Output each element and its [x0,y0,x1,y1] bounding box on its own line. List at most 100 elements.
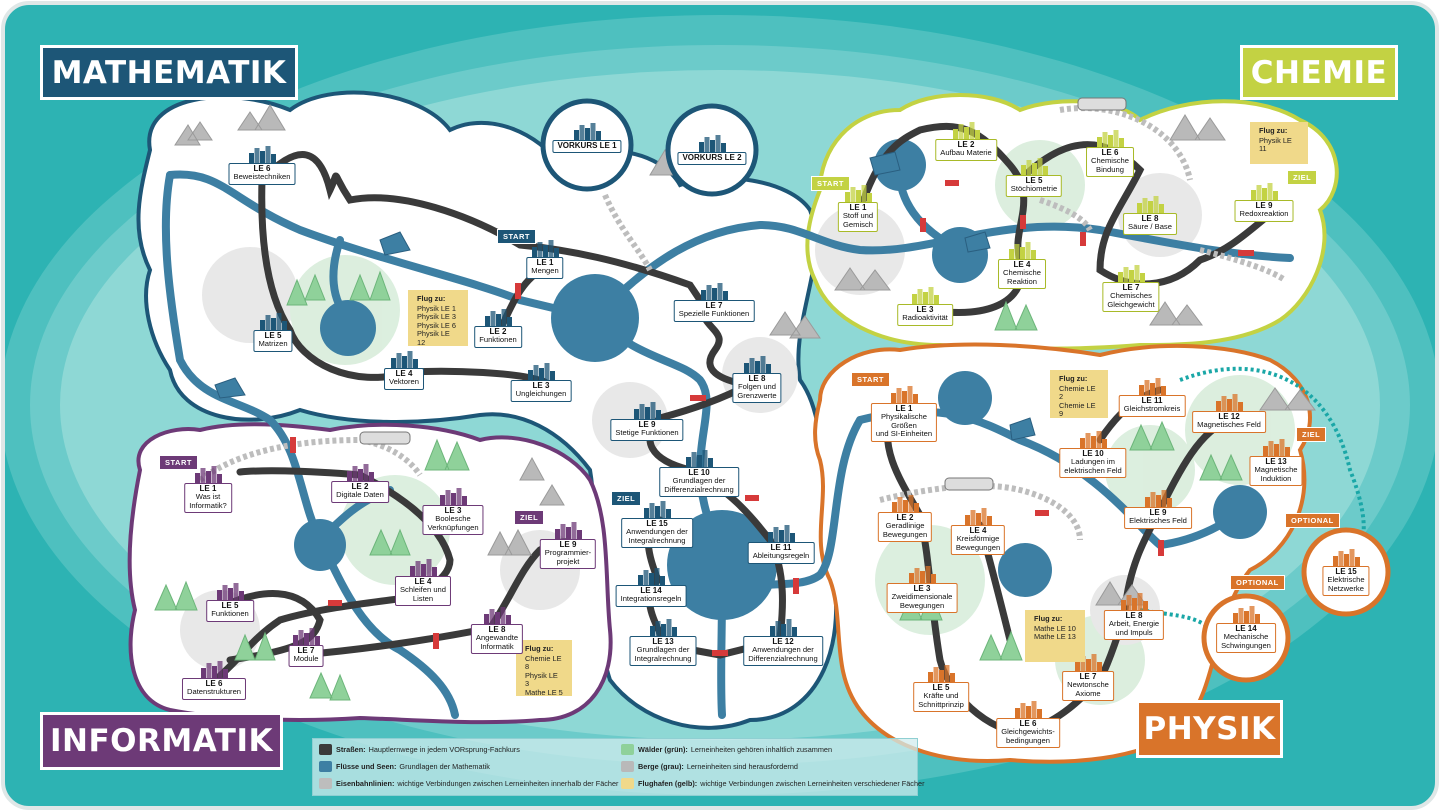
building-icon [490,311,496,326]
mathe-le-4[interactable]: LE 4 Vektoren [384,368,424,390]
building-icon [1021,165,1026,175]
building-icon [410,566,415,576]
building-icon [672,627,677,636]
building-icon [212,666,217,678]
physik-le-13[interactable]: LE 13 Magnetische Induktion [1249,456,1303,487]
building-icon [260,151,265,163]
physik-le-12[interactable]: LE 12 Magnetisches Feld [1192,411,1266,433]
physik-le-4[interactable]: LE 4 Kreisförmige Bewegungen [950,525,1006,556]
building-icon [914,568,920,583]
building-icon [1256,185,1262,200]
physik-le-2[interactable]: LE 2 Geradlinige Bewegungen [877,512,933,543]
vorkurs-le-2[interactable]: VORKURS LE 2 [677,152,747,166]
building-icon [1349,549,1355,566]
building-icon [566,527,571,539]
building-icon [944,665,950,682]
mathe-le-1[interactable]: LE 1 Mengen [526,257,564,279]
building-icon [896,388,902,403]
flug-box-physik-2: Flug zu: Mathe LE 10 Mathe LE 13 [1025,610,1085,662]
river-icon [319,761,332,772]
building-icon [1167,498,1172,507]
mathe-le-7[interactable]: LE 7 Spezielle Funktionen [673,300,755,322]
vorkurs-le-1[interactable]: VORKURS LE 1 [552,140,622,154]
ziel-tag-mathematik: ZIEL [611,491,642,506]
flug-box-chemie: Flug zu: Physik LE 11 [1250,122,1308,164]
chemie-le-2[interactable]: LE 2 Aufbau Materie [935,139,997,161]
chemie-le-5[interactable]: LE 5 Stöchiometrie [1005,175,1063,197]
building-icon [574,130,579,140]
physik-le-10[interactable]: LE 10 Ladungen im elektrischen Feld [1059,448,1127,479]
mathe-le-9[interactable]: LE 9 Stetige Funktionen [610,419,684,441]
informatik-le-5[interactable]: LE 5 Funktionen [206,600,254,622]
building-icon [1118,272,1123,282]
building-icon [634,409,639,419]
mathe-le-15[interactable]: LE 15 Anwendungen der Integralrechnung [621,518,693,549]
building-icon [892,502,897,512]
chemie-le-1[interactable]: LE 1 Stoff und Gemisch [837,202,879,233]
informatik-le-2[interactable]: LE 2 Digitale Daten [331,481,389,503]
mathe-le-11[interactable]: LE 11 Ableitungsregeln [747,542,815,564]
physik-le-7[interactable]: LE 7 Newtonsche Axiome [1062,671,1114,702]
informatik-le-8[interactable]: LE 8 Angewandte Informatik [470,624,524,655]
informatik-le-6[interactable]: LE 6 Datenstrukturen [181,678,247,700]
physik-le-5[interactable]: LE 5 Kräfte und Schnittprinzip [913,682,969,713]
building-icon [650,626,655,636]
building-icon [528,370,533,380]
building-icon [432,567,437,576]
chemie-le-6[interactable]: LE 6 Chemische Bindung [1086,147,1134,178]
building-icon [456,488,462,505]
building-icon [1129,270,1134,282]
mathe-le-10[interactable]: LE 10 Grundlagen der Differenzialrechnung [659,467,739,498]
building-icon [1119,138,1124,147]
physik-le-11[interactable]: LE 11 Gleichstromkreis [1118,395,1186,417]
subject-title-informatik: INFORMATIK [40,712,283,770]
chemie-le-4[interactable]: LE 4 Chemische Reaktion [998,259,1046,290]
building-icon [913,394,918,403]
chemie-le-7[interactable]: LE 7 Chemisches Gleichgewicht [1102,282,1160,313]
informatik-le-4[interactable]: LE 4 Schleifen und Listen [394,576,452,607]
physik-le-6[interactable]: LE 6 Gleichgewichts-bedingungen [996,718,1060,749]
building-icon [1020,247,1025,259]
physik-le-14[interactable]: LE 14 Mechanische Schwingungen [1216,623,1276,654]
mathe-le-8[interactable]: LE 8 Folgen und Grenzwerte [732,373,782,404]
chemie-le-9[interactable]: LE 9 Redoxreaktion [1234,200,1294,222]
mathe-le-2[interactable]: LE 2 Funktionen [474,326,522,348]
physik-le-3[interactable]: LE 3 Zweidimensionale Bewegungen [886,583,958,614]
chemie-le-3[interactable]: LE 3 Radioaktivität [897,304,953,326]
physik-le-1[interactable]: LE 1 Physikalische Größen und SI-Einheiten [870,403,938,442]
building-icon [590,123,596,140]
building-icon [656,410,661,419]
building-icon [200,468,206,483]
informatik-le-7[interactable]: LE 7 Module [288,645,324,667]
mathe-le-13[interactable]: LE 13 Grundlagen der Integralrechnung [629,636,697,667]
building-icon [1015,708,1020,718]
chemie-le-8[interactable]: LE 8 Säure / Base [1123,213,1177,235]
mathe-le-6[interactable]: LE 6 Beweistechniken [228,163,296,185]
physik-le-15[interactable]: LE 15 Elektrische Netzwerke [1322,566,1370,597]
mathe-le-3[interactable]: LE 3 Ungleichungen [510,380,572,402]
building-icon [867,193,872,202]
flug-box-informatik: Flug zu: Chemie LE 8 Physik LE 3 Mathe LE 5 [516,640,572,697]
building-icon [500,607,506,624]
informatik-le-1[interactable]: LE 1 Was ist Informatik? [184,483,232,514]
informatik-le-3[interactable]: LE 3 Boolesche Verknüpfungen [422,505,484,536]
building-icon [1153,196,1159,213]
building-icon [1037,158,1043,175]
legend-item-railways: Eisenbahnlinien: wichtige Verbindungen zw… [319,778,618,789]
mathe-le-12[interactable]: LE 12 Anwendungen der Differenzialrechnung [743,636,823,667]
building-icon [775,621,781,636]
building-icon [282,321,287,330]
building-icon [1026,160,1032,175]
building-icon [792,627,797,636]
informatik-le-9[interactable]: LE 9 Programmier-projekt [539,539,597,570]
mathe-le-5[interactable]: LE 5 Matrizen [253,330,293,352]
building-icon [462,496,467,505]
building-icon [1150,492,1156,507]
building-icon [1102,132,1108,147]
physik-le-9[interactable]: LE 9 Elektrisches Feld [1124,507,1192,529]
building-icon [1159,204,1164,213]
building-icon [271,154,276,163]
mathe-le-14[interactable]: LE 14 Integrationsregeln [615,585,687,607]
physik-le-8[interactable]: LE 8 Arbeit, Energie und Impuls [1103,610,1165,641]
bridges [290,180,1254,656]
